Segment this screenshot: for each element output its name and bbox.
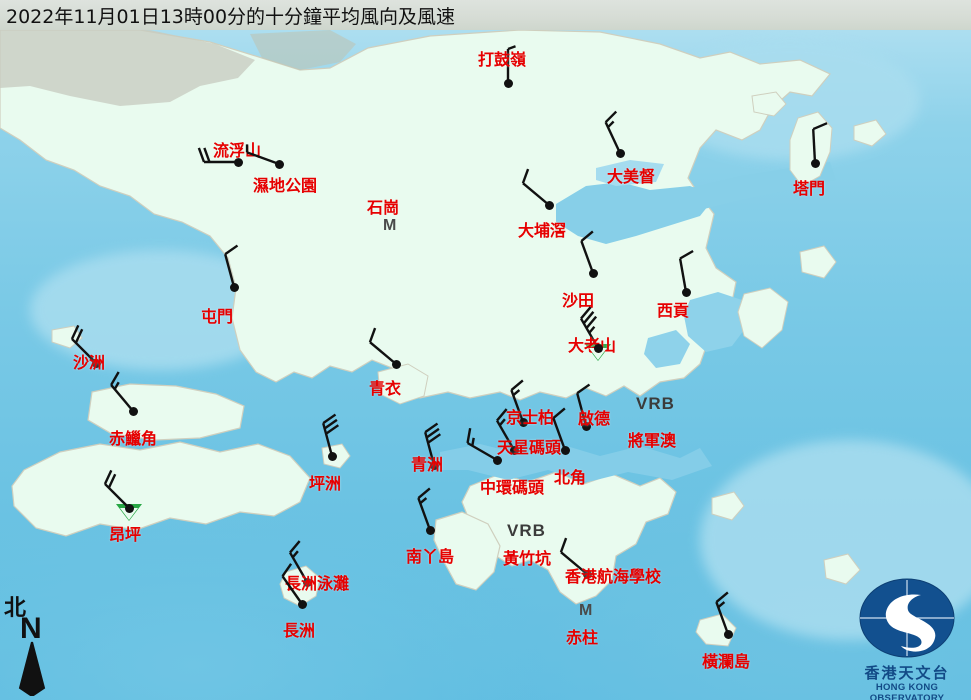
- wind-barb-icon: [521, 168, 550, 206]
- wind-barb-icon: [322, 413, 340, 457]
- land-new-territories: [0, 29, 831, 401]
- wind-barb-icon: [678, 249, 694, 293]
- station-label: 坪洲: [309, 474, 342, 493]
- land-ne-islands: [751, 91, 787, 117]
- wind-barb-icon: [110, 371, 134, 412]
- station-label: 啟德: [578, 409, 611, 428]
- water-tolo-harbour: [556, 182, 716, 244]
- station-label: 香港航海學校: [565, 567, 662, 586]
- wind-barb-icon: [580, 230, 595, 274]
- station-label: 青洲: [411, 455, 444, 474]
- wind-barb-icon: [510, 379, 525, 423]
- station-label: 大美督: [607, 167, 656, 186]
- station-label: 京士柏: [506, 408, 555, 427]
- compass-label-cn: 北: [4, 596, 27, 621]
- wind-barb-icon: [103, 469, 130, 509]
- land-ne-islet: [853, 119, 887, 147]
- land-lamma: [433, 511, 501, 591]
- wind-barb-icon: [812, 122, 828, 164]
- land-tsing-yi: [377, 363, 429, 405]
- wind-barb-icon: [552, 407, 567, 451]
- logo-name-en: HONG KONG OBSERVATORY: [869, 682, 945, 700]
- station-dot-icon: [124, 503, 134, 513]
- land-sk-islet-2: [799, 245, 837, 279]
- wind-barb-icon: [506, 45, 516, 83]
- land-cheung-chau: [279, 565, 321, 607]
- station-label: 塔門: [793, 179, 826, 198]
- wind-barb-icon: [368, 327, 397, 365]
- station-dot-icon: [593, 343, 603, 353]
- wind-barb-icon: [281, 563, 303, 605]
- wind-barb-icon: [197, 147, 238, 164]
- station-label: 青衣: [369, 379, 402, 398]
- station-label: 濕地公園: [253, 176, 318, 195]
- wind-barb-icon: [417, 487, 432, 531]
- wind-barb-icon: [576, 383, 591, 427]
- land-mainland-urban-2: [250, 30, 356, 70]
- wind-barb-icon: [559, 537, 588, 575]
- land-mainland-urban: [0, 30, 255, 106]
- compass-label-en: N: [20, 612, 42, 645]
- station-label: 西貢: [657, 301, 690, 320]
- wind-barb-icon: [715, 591, 730, 635]
- wind-barb-icon: [70, 324, 97, 364]
- station-label: 沙洲: [73, 353, 106, 372]
- land-lantau: [11, 441, 311, 537]
- water-port-shelter: [684, 292, 750, 352]
- station-label: 沙田: [562, 291, 595, 310]
- wind-barb-icon: [604, 110, 622, 154]
- wind-barb-icon: [424, 422, 442, 466]
- logo-name-cn: 香港天文台: [864, 664, 950, 682]
- station-label: 南丫島: [406, 547, 455, 566]
- station-label: 石崗: [367, 198, 400, 217]
- wind-barb-icon: [224, 244, 239, 288]
- land-islet-se: [823, 553, 861, 585]
- wind-variable-code: VRB: [636, 394, 675, 413]
- water-inner-bay: [644, 330, 690, 368]
- wind-missing-code: M: [383, 217, 397, 234]
- water-plover-cove: [596, 160, 664, 186]
- land-east-islet: [711, 491, 745, 521]
- station-label: 橫瀾島: [702, 652, 751, 671]
- station-label: 長洲泳灘: [285, 574, 350, 593]
- station-label: 天星碼頭: [497, 438, 562, 457]
- land-sk-islands: [737, 287, 789, 349]
- wind-barb-icon: [466, 428, 498, 462]
- station-label: 流浮山: [213, 141, 262, 160]
- title-bar: [0, 0, 971, 30]
- station-label: 打鼓嶺: [478, 50, 527, 69]
- north-arrow-icon: [18, 641, 46, 696]
- station-label: 中環碼頭: [480, 478, 545, 497]
- station-label: 將軍澳: [628, 431, 677, 450]
- station-label: 赤柱: [566, 628, 599, 647]
- land-chek-lap-kok: [87, 383, 245, 441]
- wind-barb-icon: [495, 408, 516, 451]
- page-title: 2022年11月01日13時00分的十分鐘平均風向及風速: [6, 6, 456, 28]
- station-label: 北角: [554, 468, 587, 487]
- station-label: 長洲: [283, 621, 316, 640]
- hko-logo: 香港天文台 HONG KONG OBSERVATORY: [845, 578, 969, 700]
- compass-rose: 北 N: [4, 590, 64, 696]
- station-label: 昂坪: [109, 525, 142, 544]
- station-label: 大埔滘: [518, 221, 567, 240]
- station-label: 屯門: [201, 307, 234, 326]
- wind-missing-code: M: [579, 602, 593, 619]
- wind-barb-icon: [288, 540, 309, 583]
- wind-barb-icon: [245, 144, 280, 166]
- water-victoria-harbour: [440, 444, 712, 482]
- hko-emblem-icon: [859, 578, 955, 658]
- station-label: 黃竹坑: [503, 549, 552, 568]
- wind-variable-code: VRB: [507, 521, 546, 540]
- station-label: 赤鱲角: [109, 429, 158, 448]
- wind-barb-icon: [579, 306, 600, 349]
- land-tap-mun: [789, 111, 833, 187]
